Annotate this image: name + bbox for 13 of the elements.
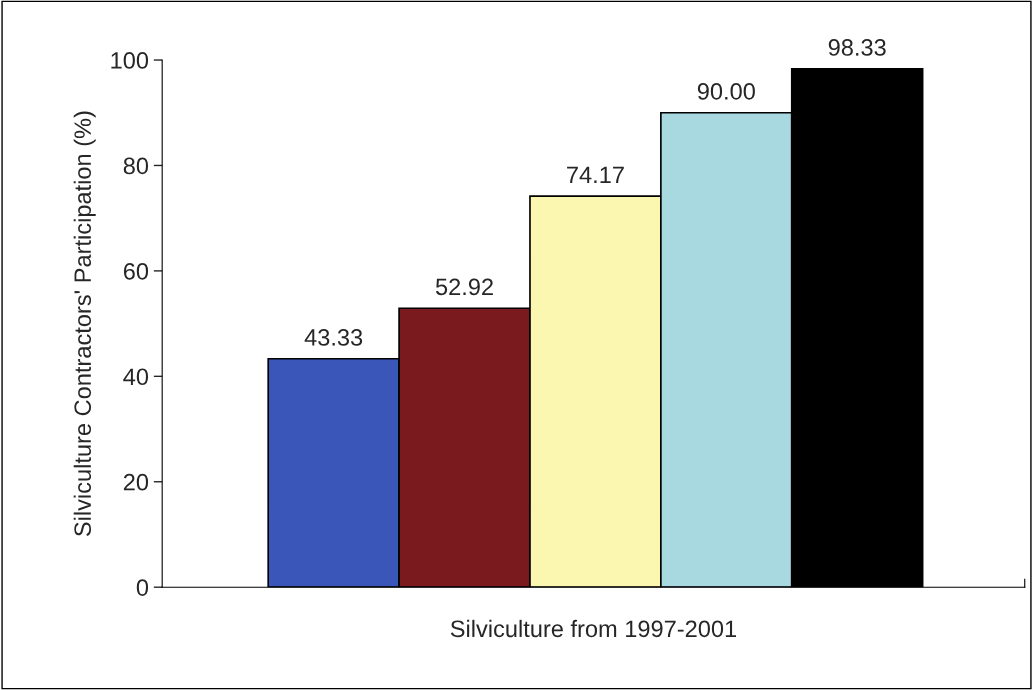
y-tick-label: 0: [136, 579, 149, 596]
y-tick-label: 20: [123, 473, 149, 491]
y-tick-label: 80: [123, 157, 149, 175]
x-axis-title: Silviculture from 1997-2001: [450, 619, 737, 638]
y-tick-label: 40: [123, 368, 149, 386]
data-label: 98.33: [828, 39, 886, 56]
y-tick-label: 60: [123, 262, 149, 280]
data-label: 52.92: [435, 278, 493, 296]
data-label: 74.17: [567, 166, 624, 183]
y-tick-label: 100: [111, 52, 149, 69]
data-label: 43.33: [304, 329, 363, 346]
data-label: 90.00: [697, 83, 755, 100]
y-axis-title: Silviculture Contractors' Participation (%): [73, 111, 96, 537]
